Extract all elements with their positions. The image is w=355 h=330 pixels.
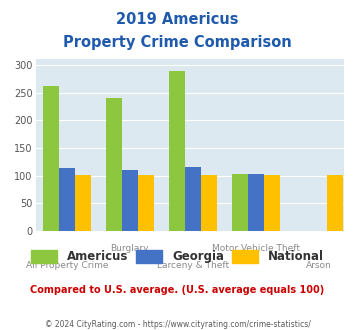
Text: All Property Crime: All Property Crime — [26, 261, 108, 270]
Bar — [264, 175, 280, 231]
Text: Arson: Arson — [306, 261, 332, 270]
Bar — [75, 175, 91, 231]
Text: © 2024 CityRating.com - https://www.cityrating.com/crime-statistics/: © 2024 CityRating.com - https://www.city… — [45, 320, 310, 329]
Bar — [106, 98, 122, 231]
Bar — [232, 174, 248, 231]
Bar — [59, 168, 75, 231]
Text: Motor Vehicle Theft: Motor Vehicle Theft — [212, 244, 300, 253]
Text: Larceny & Theft: Larceny & Theft — [157, 261, 229, 270]
Bar — [185, 167, 201, 231]
Text: 2019 Americus: 2019 Americus — [116, 12, 239, 26]
Bar — [327, 175, 343, 231]
Bar — [248, 174, 264, 231]
Legend: Americus, Georgia, National: Americus, Georgia, National — [32, 250, 323, 263]
Bar — [122, 170, 138, 231]
Text: Property Crime Comparison: Property Crime Comparison — [63, 35, 292, 50]
Bar — [43, 86, 59, 231]
Bar — [169, 71, 185, 231]
Text: Compared to U.S. average. (U.S. average equals 100): Compared to U.S. average. (U.S. average … — [31, 285, 324, 295]
Text: Burglary: Burglary — [111, 244, 149, 253]
Bar — [138, 175, 154, 231]
Bar — [201, 175, 217, 231]
